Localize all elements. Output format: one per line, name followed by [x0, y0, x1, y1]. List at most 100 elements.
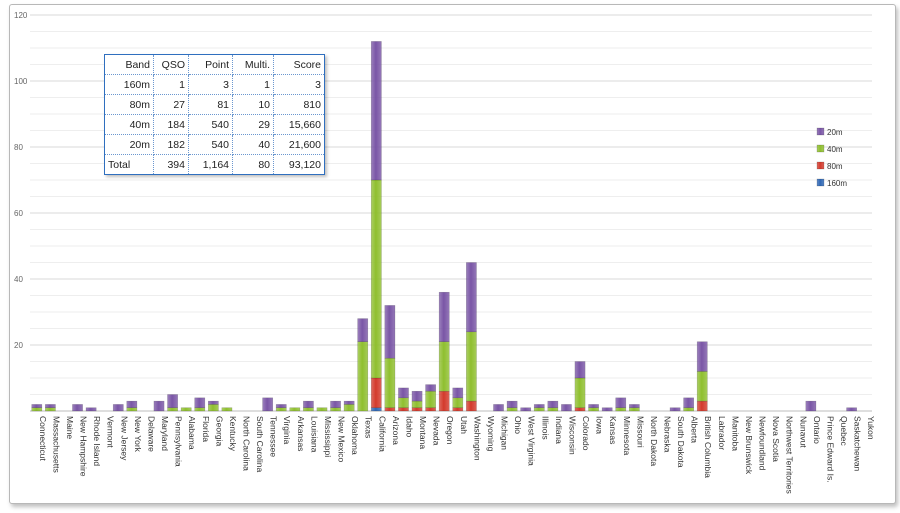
x-tick-label: Manitoba — [730, 416, 740, 451]
x-tick-label: Northwest Territories — [785, 416, 795, 494]
y-tick-label: 20 — [14, 341, 23, 350]
bar-segment-80m — [438, 390, 450, 412]
x-tick-label: Florida — [201, 416, 211, 442]
x-tick-label: British Columbia — [703, 416, 713, 478]
bar-segment-40m — [629, 407, 640, 412]
bar-segment-40m — [615, 407, 627, 412]
x-tick-label: New York — [133, 416, 143, 453]
x-tick-label: Nebraska — [663, 416, 673, 453]
bar-segment-40m — [425, 390, 436, 408]
y-tick-label: 100 — [14, 77, 28, 86]
y-tick-label: 80 — [14, 143, 23, 152]
bar-segment-20m — [506, 400, 518, 408]
bar-segment-20m — [533, 404, 545, 408]
x-tick-label: Massachusetts — [51, 416, 61, 473]
bar-segment-40m — [357, 341, 369, 412]
x-tick-label: Colorado — [581, 416, 591, 451]
bar-segment-80m — [425, 407, 436, 412]
y-tick-label: 60 — [14, 209, 23, 218]
x-tick-label: Maryland — [160, 416, 170, 451]
x-tick-label: Rhode Island — [92, 416, 102, 466]
table-total-row: Total 394 1,164 80 93,120 — [104, 154, 325, 175]
x-tick-label: Arizona — [391, 416, 401, 445]
bar-segment-20m — [588, 404, 599, 408]
cell-point: 81 — [188, 94, 233, 115]
bar-segment-20m — [126, 400, 138, 408]
score-table-header-row: Band QSO Point Multi. Score — [104, 54, 325, 75]
x-tick-label: Kansas — [608, 416, 618, 444]
x-tick-label: Ohio — [513, 416, 523, 434]
bar-segment-20m — [520, 407, 532, 412]
x-tick-label: Iowa — [595, 416, 605, 434]
x-tick-label: Yukon — [866, 416, 876, 440]
bar-segment-40m — [588, 407, 599, 412]
bar-segment-20m — [194, 397, 206, 408]
x-tick-label: New Mexico — [337, 416, 347, 463]
legend-swatch-80m — [816, 161, 825, 170]
bar-segment-20m — [601, 407, 613, 412]
cell-point: 3 — [188, 74, 233, 95]
bar-segment-40m — [438, 341, 450, 392]
x-tick-label: Illinois — [540, 416, 550, 440]
bar-segment-20m — [669, 407, 681, 412]
bar-segment-40m — [180, 407, 192, 412]
x-tick-label: Labrador — [717, 416, 727, 450]
table-row: 160m 1 3 1 3 — [104, 74, 325, 95]
bar-segment-40m — [384, 357, 396, 408]
cell-score: 93,120 — [288, 158, 321, 171]
x-tick-label: West Virginia — [527, 416, 537, 466]
x-tick-label: Indiana — [554, 416, 564, 444]
legend-label: 40m — [827, 145, 843, 154]
bar-segment-20m — [330, 400, 341, 408]
bar-segment-40m — [45, 407, 56, 412]
bar-segment-80m — [696, 400, 708, 412]
x-tick-label: North Dakota — [649, 416, 659, 466]
bar-segment-40m — [370, 179, 382, 379]
legend-label: 80m — [827, 162, 843, 171]
x-tick-label: Utah — [459, 416, 469, 434]
y-tick-label: 40 — [14, 275, 23, 284]
y-axis-ticks: 20 40 60 80 100 120 — [14, 11, 28, 350]
bar-segment-80m — [466, 400, 477, 412]
bar-segment-20m — [275, 404, 287, 408]
cell-qso: 184 — [153, 114, 189, 135]
bar-segment-20m — [72, 404, 83, 412]
x-tick-label: South Carolina — [255, 416, 265, 473]
bar-segment-20m — [384, 305, 396, 359]
cell-point: 1,164 — [188, 154, 233, 175]
bar-segment-20m — [846, 407, 857, 412]
cell-multi: 29 — [232, 114, 274, 135]
bar-segment-80m — [411, 407, 423, 412]
x-tick-label: South Dakota — [676, 416, 686, 468]
cell-multi: 1 — [232, 74, 274, 95]
x-tick-label: Washington — [472, 416, 482, 461]
x-tick-label: New Hampshire — [79, 416, 89, 477]
bar-segment-40m — [316, 407, 328, 412]
bar-segment-20m — [452, 387, 464, 399]
bar-segment-40m — [452, 397, 464, 408]
legend-label: 160m — [827, 179, 847, 188]
cell-multi: 10 — [232, 94, 274, 115]
x-tick-label: Delaware — [146, 416, 156, 452]
bar-segment-80m — [452, 407, 464, 412]
bar-segment-40m — [547, 407, 559, 412]
bar-segment-20m — [438, 291, 450, 342]
cell-score: 3 — [273, 74, 325, 95]
x-tick-label: Newfoundland — [758, 416, 768, 471]
cell-score: 810 — [273, 94, 325, 115]
bar-segment-20m — [208, 400, 219, 405]
bar-segment-40m — [574, 377, 586, 408]
bar-segment-40m — [221, 407, 233, 412]
cell-point: 540 — [188, 134, 233, 155]
cell-multi: 40 — [232, 134, 274, 155]
bar-segment-20m — [303, 400, 314, 408]
x-tick-label: Oregon — [445, 416, 455, 445]
x-tick-label: Wyoming — [486, 416, 496, 452]
bar-segment-20m — [574, 361, 586, 379]
header-qso: QSO — [153, 54, 189, 75]
bar-segment-40m — [533, 407, 545, 412]
bar-segment-40m — [343, 404, 355, 412]
x-tick-label: North Carolina — [242, 416, 252, 471]
x-tick-label: Connecticut — [38, 416, 48, 462]
cell-point: 540 — [188, 114, 233, 135]
